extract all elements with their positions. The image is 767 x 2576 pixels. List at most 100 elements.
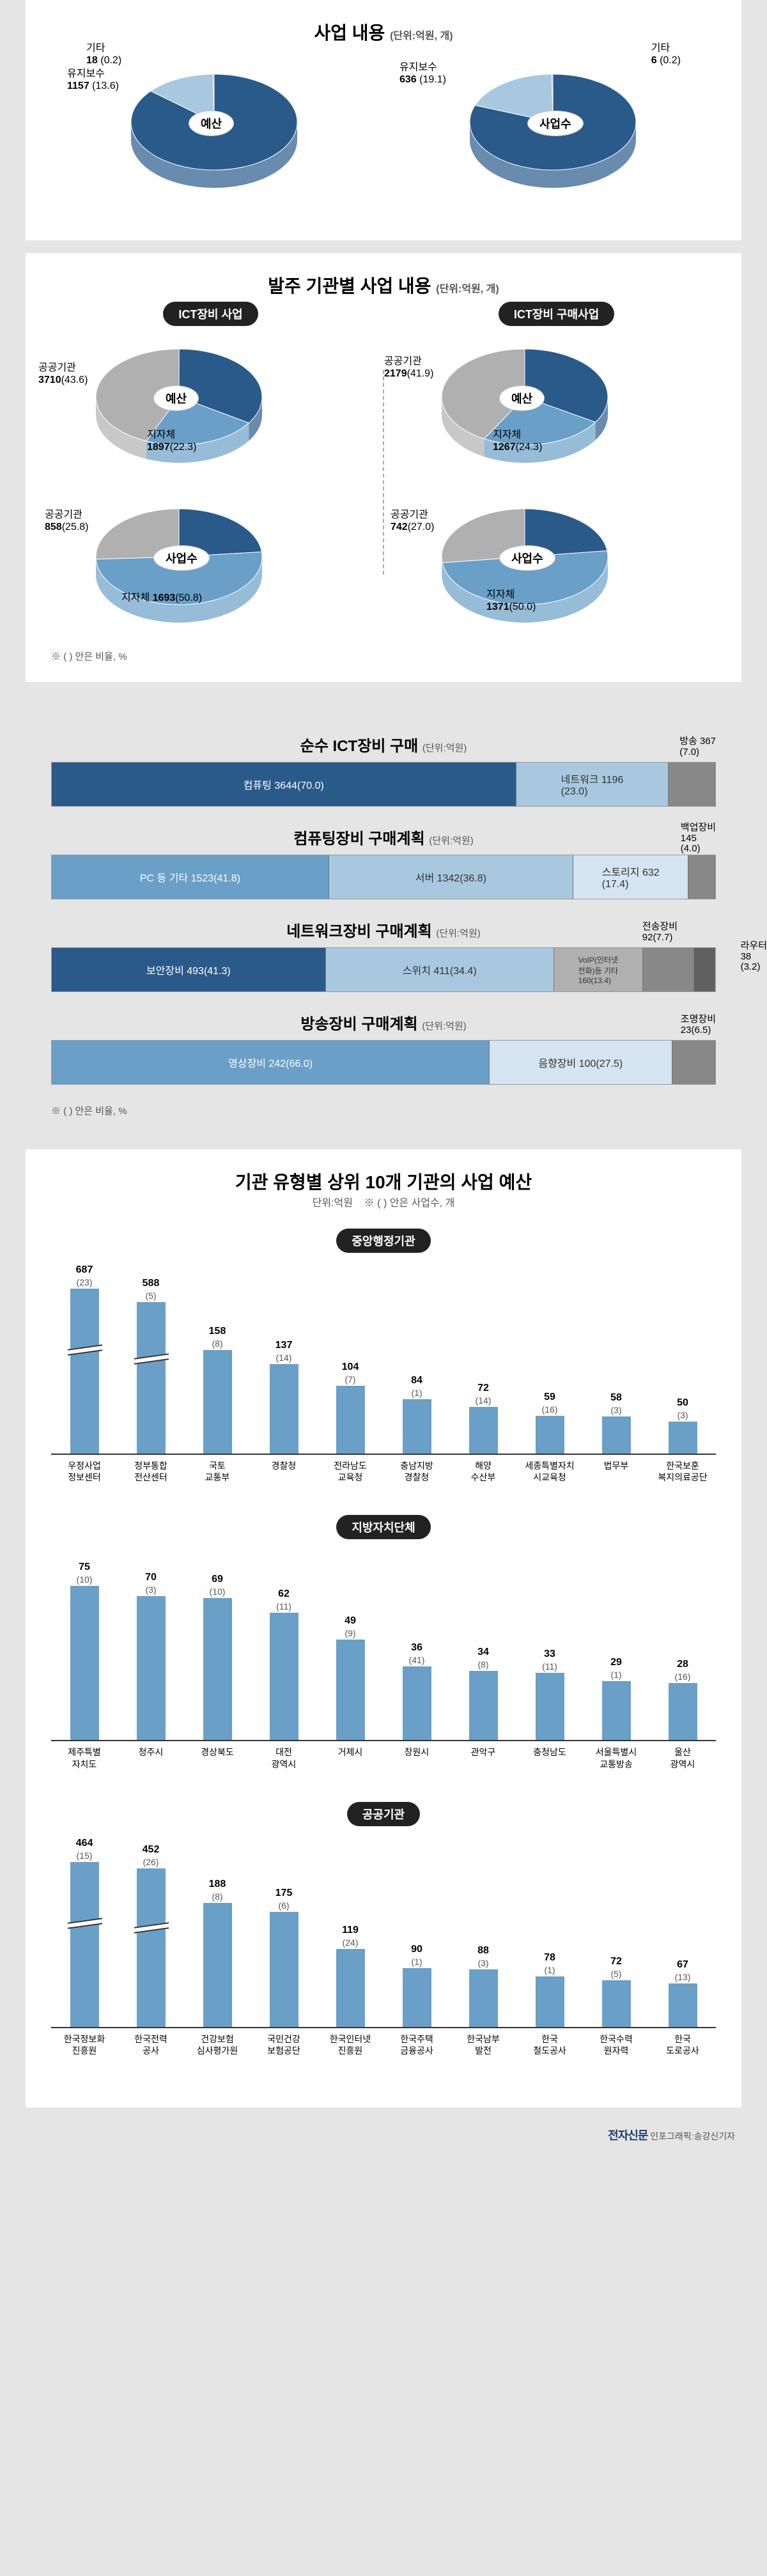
- pie-label: 지자체1267(24.3): [493, 429, 542, 453]
- vbar: 188 (8): [184, 1879, 251, 2027]
- vbar-column: [402, 1398, 431, 1454]
- vbar-column: [402, 1967, 431, 2027]
- vbar: 75 (10): [51, 1562, 118, 1741]
- vbar-value: 28: [677, 1659, 688, 1670]
- vbar-count: (6): [278, 1900, 289, 1911]
- sec1-title: 사업 내용 (단위:억원, 개): [51, 19, 716, 45]
- sec2-column: ICT장비 사업 공공기관3710(43.6)중앙행정기관2895(34.1)지…: [51, 302, 370, 643]
- vbar-count: (16): [675, 1672, 691, 1682]
- vbar: 72 (14): [450, 1383, 516, 1454]
- vbar: 33 (11): [516, 1649, 583, 1740]
- sec2-column: ICT장비 구매사업 공공기관2179(41.9)중앙행정기관1760(33.8…: [397, 302, 716, 643]
- vbar-count: (14): [476, 1395, 492, 1406]
- vbar-label: 제주특별자치도: [51, 1746, 118, 1769]
- vbar-count: (14): [276, 1353, 292, 1363]
- vbar: 137 (14): [251, 1340, 317, 1454]
- vbar-label: 충청남도: [516, 1746, 583, 1769]
- vbar-value: 58: [610, 1392, 622, 1404]
- vbar-label: 청주시: [118, 1746, 184, 1769]
- hbar-callout: 전송장비92(7.7): [642, 922, 678, 943]
- vbar-value: 119: [342, 1925, 359, 1936]
- vbar-count: (3): [477, 1958, 488, 1968]
- vbar-label: 서울특별시교통방송: [583, 1746, 649, 1769]
- vbar-count: (3): [145, 1585, 156, 1595]
- vbar-label: 울산광역시: [649, 1746, 716, 1769]
- vbar-column: [136, 1867, 166, 2027]
- sec4-title: 기관 유형별 상위 10개 기관의 사업 예산: [235, 1172, 532, 1192]
- vbar-value: 36: [411, 1642, 422, 1654]
- vbar: 78 (1): [516, 1952, 583, 2027]
- hbar-segment: [694, 948, 715, 991]
- vbar-label: 관악구: [450, 1746, 516, 1769]
- vbar-value: 29: [610, 1657, 622, 1668]
- vbar: 104 (7): [317, 1362, 384, 1454]
- vbar-column: [203, 1902, 232, 2027]
- chart-pill: 중앙행정기관: [336, 1229, 430, 1253]
- vbar-column: [668, 1682, 697, 1740]
- pie-chart: 공공기관742(27.0)중앙행정기관632(23.0)지자체1371(50.0…: [397, 496, 653, 643]
- vbar-value: 78: [544, 1952, 555, 1964]
- hbar-callout: 라우터38(3.2): [741, 941, 767, 973]
- hbar-segment: [669, 763, 715, 806]
- vbar-count: (11): [276, 1601, 291, 1611]
- vbar-label: 한국정보화진흥원: [51, 2033, 118, 2056]
- vbar-label: 건강보험심사평가원: [184, 2033, 251, 2056]
- hbar-segment: 스위치 411(34.4): [326, 948, 554, 991]
- pie-label: 중앙행정기관632(23.0): [616, 512, 672, 536]
- vbar-column: [136, 1595, 166, 1741]
- pie-chart: 공공기관3710(43.6)중앙행정기관2895(34.1)지자체1897(22…: [51, 336, 307, 483]
- vbar-count: (7): [345, 1374, 355, 1385]
- vbar-value: 104: [342, 1362, 359, 1373]
- vbar-count: (3): [677, 1410, 688, 1420]
- hbar-segment: 영상장비 242(66.0): [52, 1041, 490, 1084]
- vbar: 70 (3): [118, 1572, 184, 1741]
- vbar-column: [336, 1385, 365, 1454]
- vbar-value: 34: [477, 1647, 489, 1658]
- vbar-count: (8): [477, 1659, 488, 1670]
- vbar-column: [469, 1670, 498, 1741]
- vbar-count: (1): [411, 1957, 422, 1967]
- vbar: 28 (16): [649, 1659, 716, 1740]
- pie-center-label: 예산: [189, 111, 234, 136]
- vbar-column: [469, 1968, 498, 2027]
- vbar-column: [336, 1638, 365, 1740]
- hbar-segment: 보안장비 493(41.3): [52, 948, 326, 991]
- vbar: 158 (8): [184, 1326, 251, 1454]
- vbar-column: [668, 1982, 697, 2027]
- vbar-count: (10): [210, 1587, 226, 1597]
- hbar-title: 네트워크장비 구매계획 (단위:억원): [51, 919, 716, 941]
- vbar: 175 (6): [251, 1888, 317, 2027]
- pie-label: 공공기관742(27.0): [391, 509, 435, 533]
- vbar-value: 137: [275, 1340, 293, 1351]
- vbar-column: [70, 1861, 99, 2027]
- vbar-column: [402, 1665, 431, 1740]
- pie-label: 장비구축7328(86.2): [304, 100, 342, 137]
- vbar-label: 우정사업정보센터: [51, 1460, 118, 1483]
- vbar: 59 (16): [516, 1392, 583, 1454]
- hbar-title: 방송장비 구매계획 (단위:억원): [51, 1011, 716, 1034]
- divider: [383, 370, 384, 575]
- vbar: 50 (3): [649, 1397, 716, 1454]
- section-business-content: 사업 내용 (단위:억원, 개) 기타18 (0.2)유지보수1157 (13.…: [26, 0, 741, 240]
- vbar-label: 국민건강보험공단: [251, 2033, 317, 2056]
- hbar-rail: 보안장비 493(41.3)스위치 411(34.4)VoIP(인터넷전화)등 …: [51, 947, 716, 992]
- vbar-column: [269, 1611, 298, 1741]
- vbar-column: [70, 1585, 99, 1741]
- vbar: 34 (8): [450, 1647, 516, 1741]
- vbar-value: 175: [275, 1888, 293, 1899]
- pie-label: 공공기관2179(41.9): [384, 355, 433, 380]
- section-by-agency: 발주 기관별 사업 내용 (단위:억원, 개) ICT장비 사업 공공기관371…: [26, 253, 741, 682]
- column-pill: ICT장비 사업: [163, 302, 258, 326]
- column-pill: ICT장비 구매사업: [499, 302, 614, 326]
- vbar: 69 (10): [184, 1574, 251, 1740]
- vbar-value: 59: [544, 1392, 555, 1403]
- hbar-segment: 스토리지 632(17.4): [573, 855, 689, 899]
- vbar-column: [203, 1349, 232, 1454]
- hbar-title: 순수 ICT장비 구매 (단위:억원): [51, 733, 716, 756]
- hbar-block: 네트워크장비 구매계획 (단위:억원) 전송장비92(7.7)라우터38(3.2…: [51, 919, 716, 992]
- hbar-segment: VoIP(인터넷전화)등 기타160(13.4): [554, 948, 643, 991]
- vbar-value: 49: [345, 1615, 356, 1627]
- vbar-value: 70: [145, 1572, 157, 1583]
- vbar-column: [601, 1979, 631, 2027]
- bar-chart: 지방자치단체 75 (10) 70 (3) 69 (10) 62 (11) 49…: [51, 1515, 716, 1769]
